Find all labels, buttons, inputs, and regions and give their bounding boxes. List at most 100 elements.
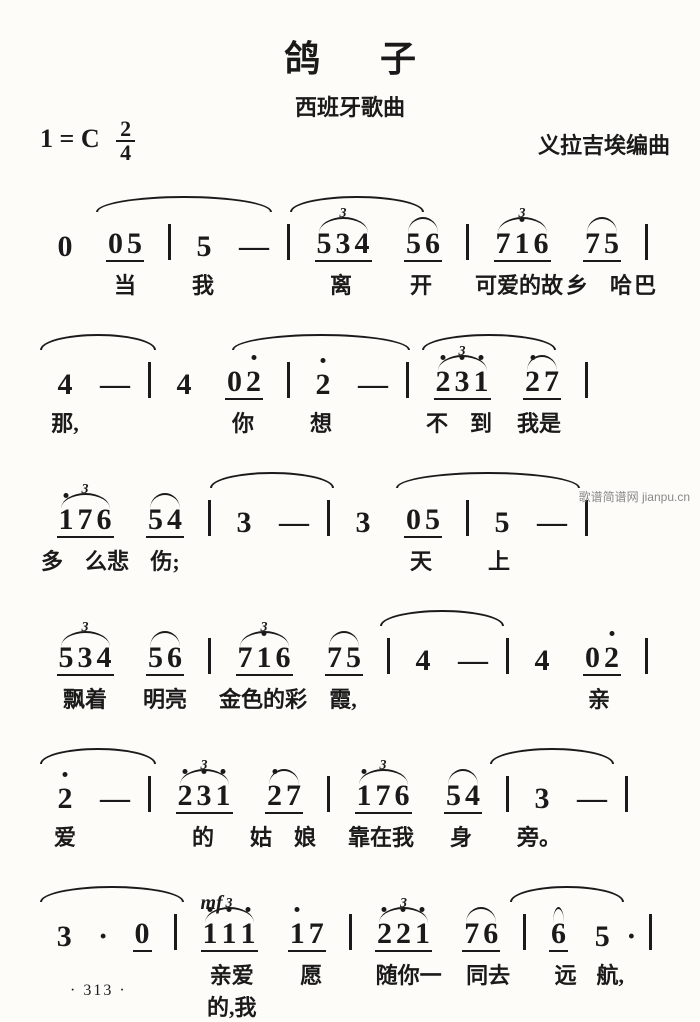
- lyric-cell: [140, 406, 158, 434]
- lyric-cell: 爱: [40, 820, 90, 848]
- lyric-cell: 亲爱 的,我: [187, 958, 276, 986]
- lyric-cell: 那,: [40, 406, 90, 434]
- lyric-cell: 随你一: [364, 958, 453, 986]
- lyric-cell: [346, 406, 396, 434]
- barline: [387, 638, 390, 674]
- lyric-cell: [396, 406, 414, 434]
- lyric-cell: [90, 820, 140, 848]
- note-cell: 4: [398, 646, 448, 676]
- lyric-cell: [456, 268, 474, 296]
- note-cell: —: [567, 784, 617, 814]
- lyric-cell: [268, 544, 318, 572]
- lyric-cell: 亲: [564, 682, 634, 710]
- lyric-cell: [523, 958, 541, 986]
- lyric-cell: [169, 958, 187, 986]
- lyric-cell: [524, 544, 574, 572]
- lyric-cell: [396, 682, 446, 710]
- note-cell: 75: [309, 643, 379, 676]
- notation-line: 2—3231273176543—: [40, 754, 660, 814]
- note-cell: —: [269, 508, 319, 538]
- lyric-cell: 金色的彩: [218, 682, 308, 710]
- note-cell: —: [348, 370, 398, 400]
- note-cell: 02: [567, 643, 637, 676]
- lyric-cell: [336, 544, 386, 572]
- lyric-line: 爱的姑 娘靠在我身旁。: [40, 820, 660, 848]
- lyric-cell: 伤;: [130, 544, 200, 572]
- lyric-cell: 远: [541, 958, 591, 986]
- lyric-cell: 愿: [276, 958, 346, 986]
- note-cell: 3mf111: [185, 919, 272, 952]
- lyric-cell: [158, 406, 208, 434]
- barline: [585, 362, 588, 398]
- note-cell: ·: [89, 922, 118, 952]
- lyric-cell: [574, 544, 592, 572]
- notation-body: 0055—353456371675当我离开可爱的故乡 哈巴4—4022—3231…: [40, 202, 660, 986]
- barline: [327, 500, 330, 536]
- note-cell: 3: [219, 508, 269, 538]
- barline: [208, 500, 211, 536]
- watermark-text: 歌谱简谱网 jianpu.cn: [579, 488, 690, 505]
- note-cell: 5: [583, 922, 622, 952]
- lyric-cell: 明亮: [130, 682, 200, 710]
- note-cell: 3: [338, 508, 388, 538]
- note-cell: 27: [249, 781, 319, 814]
- lyric-cell: [346, 958, 364, 986]
- time-num: 2: [116, 118, 135, 142]
- lyric-cell: [614, 820, 632, 848]
- notation-line: 3·03mf1111732217665·: [40, 892, 660, 952]
- note-cell: ·: [622, 922, 641, 952]
- note-cell: 54: [130, 505, 200, 538]
- lyric-cell: 不 到: [414, 406, 504, 434]
- lyric-cell: 我是: [504, 406, 574, 434]
- note-cell: 4: [159, 370, 209, 400]
- lyric-cell: [140, 820, 158, 848]
- note-cell: 4: [517, 646, 567, 676]
- note-cell: 5: [477, 508, 527, 538]
- song-title: 鸽子: [40, 30, 660, 82]
- lyric-cell: [456, 544, 474, 572]
- barline: [645, 224, 648, 260]
- note-cell: 3176: [40, 505, 130, 538]
- barline: [208, 638, 211, 674]
- note-cell: 56: [130, 643, 200, 676]
- lyric-cell: [200, 544, 218, 572]
- lyric-cell: [446, 682, 496, 710]
- lyric-cell: [564, 820, 614, 848]
- barline: [287, 224, 290, 260]
- time-signature: 2 4: [116, 118, 135, 164]
- note-cell: —: [90, 784, 140, 814]
- note-cell: 17: [273, 919, 341, 952]
- note-cell: 05: [388, 505, 458, 538]
- note-cell: 0: [118, 919, 167, 952]
- lyric-cell: [200, 682, 218, 710]
- lyric-line: 那, 你想 不 到我是: [40, 406, 660, 434]
- lyric-cell: [514, 682, 564, 710]
- lyric-cell: [496, 820, 514, 848]
- lyric-cell: 多 么悲: [40, 544, 130, 572]
- note-cell: 3534: [298, 229, 388, 262]
- lyric-cell: [90, 406, 140, 434]
- time-den: 4: [116, 142, 135, 164]
- lyric-cell: [378, 682, 396, 710]
- lyric-cell: 开: [386, 268, 456, 296]
- barline: [349, 914, 352, 950]
- lyric-cell: [318, 820, 336, 848]
- lyric-cell: 我: [178, 268, 228, 296]
- lyric-cell: [160, 268, 178, 296]
- barline: [466, 500, 469, 536]
- note-cell: 56: [388, 229, 458, 262]
- note-cell: —: [527, 508, 577, 538]
- lyric-cell: 想: [296, 406, 346, 434]
- lyric-cell: 你: [208, 406, 278, 434]
- lyric-cell: [119, 958, 169, 986]
- lyric-cell: 离: [296, 268, 386, 296]
- note-cell: 3231: [417, 367, 507, 400]
- lyric-cell: [574, 406, 592, 434]
- note-cell: 6: [534, 919, 583, 952]
- barline: [466, 224, 469, 260]
- note-cell: 05: [90, 229, 160, 262]
- lyric-cell: 可爱的故: [474, 268, 564, 296]
- lyric-cell: [630, 958, 660, 986]
- barline: [649, 914, 652, 950]
- note-cell: 0: [40, 232, 90, 262]
